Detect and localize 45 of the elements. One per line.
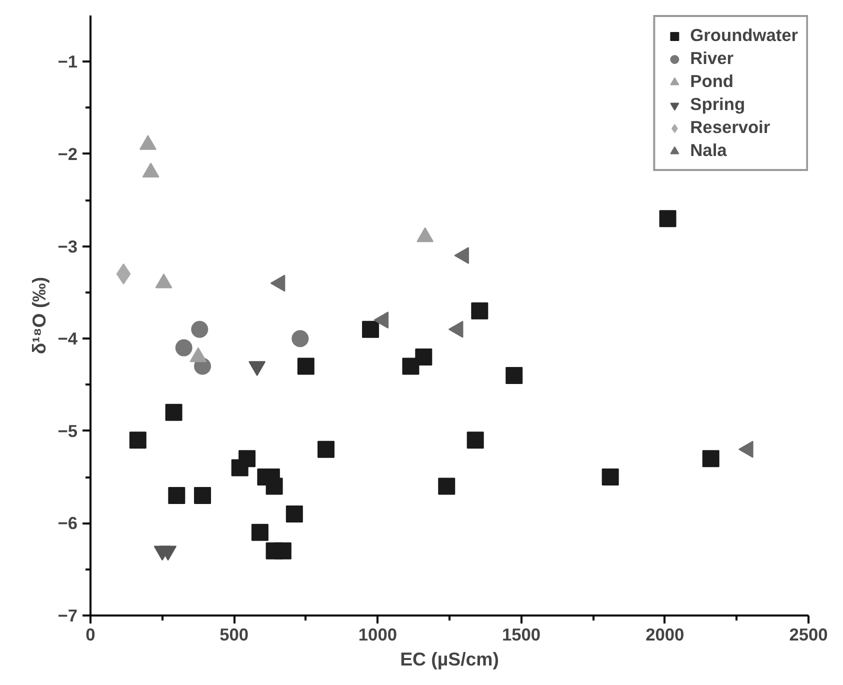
point bbox=[318, 440, 335, 458]
x-axis-title: EC (µS/cm) bbox=[400, 648, 499, 670]
x-tick-label: 1500 bbox=[502, 624, 541, 644]
point bbox=[466, 432, 484, 449]
x-tick-label: 2500 bbox=[789, 624, 828, 644]
legend-label: Groundwater bbox=[690, 25, 798, 46]
x-tick-label: 1000 bbox=[358, 624, 397, 644]
point bbox=[471, 302, 488, 320]
point bbox=[165, 404, 182, 421]
y-tick-label: −4 bbox=[58, 328, 78, 349]
y-tick-label: −7 bbox=[58, 606, 78, 626]
point bbox=[238, 450, 256, 468]
point bbox=[191, 320, 208, 338]
point bbox=[602, 468, 619, 486]
point bbox=[286, 505, 303, 522]
y-axis-title: δ¹⁸O (‰) bbox=[28, 276, 50, 354]
legend-label: Pond bbox=[690, 71, 734, 92]
legend-label: Reservoir bbox=[690, 117, 770, 138]
point bbox=[362, 320, 380, 338]
y-tick-label: −1 bbox=[58, 52, 78, 72]
point bbox=[194, 487, 212, 504]
point bbox=[402, 358, 420, 375]
point bbox=[415, 348, 432, 366]
legend-label: Spring bbox=[690, 94, 746, 115]
x-tick-label: 500 bbox=[220, 624, 249, 644]
point bbox=[274, 542, 292, 560]
point bbox=[659, 210, 676, 228]
point bbox=[506, 367, 523, 384]
point bbox=[168, 487, 186, 504]
point bbox=[175, 339, 192, 356]
y-tick-label: −3 bbox=[58, 236, 78, 256]
point bbox=[266, 478, 283, 495]
y-tick-label: −6 bbox=[58, 513, 78, 534]
point bbox=[129, 432, 146, 449]
point bbox=[251, 524, 268, 541]
legend-label: Nala bbox=[690, 140, 727, 161]
y-tick-label: −5 bbox=[58, 420, 78, 441]
x-tick-label: 2000 bbox=[646, 624, 684, 644]
point bbox=[297, 358, 314, 375]
point bbox=[438, 478, 456, 495]
point bbox=[292, 330, 309, 348]
legend-label: River bbox=[690, 48, 734, 69]
point bbox=[702, 450, 720, 468]
x-tick-label: 0 bbox=[86, 624, 96, 644]
y-tick-label: −2 bbox=[58, 144, 78, 164]
